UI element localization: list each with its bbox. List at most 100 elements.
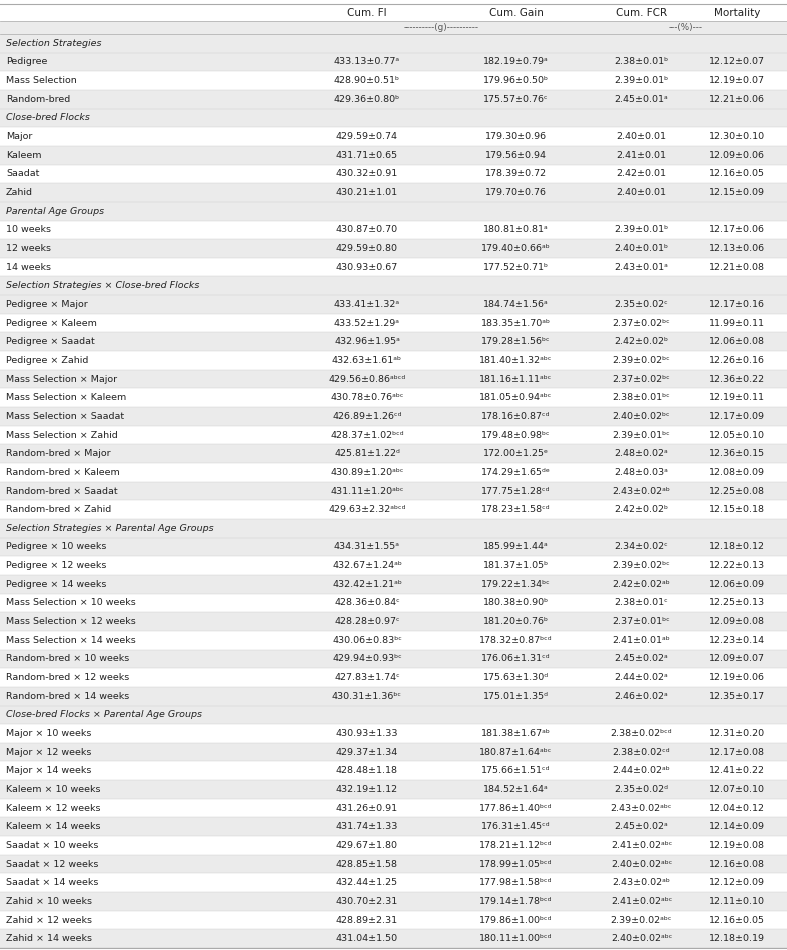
Text: 178.99±1.05ᵇᶜᵈ: 178.99±1.05ᵇᶜᵈ: [479, 860, 552, 868]
Text: 176.06±1.31ᶜᵈ: 176.06±1.31ᶜᵈ: [481, 655, 551, 663]
Text: 2.39±0.02ᵇᶜ: 2.39±0.02ᵇᶜ: [612, 356, 671, 365]
Text: 12.15±0.09: 12.15±0.09: [709, 188, 765, 197]
Bar: [0, 557, 787, 575]
Text: Saadat × 10 weeks: Saadat × 10 weeks: [6, 841, 98, 850]
Text: Cum. FCR: Cum. FCR: [616, 8, 667, 17]
Bar: [0, 929, 787, 948]
Text: 12.23±0.14: 12.23±0.14: [709, 636, 765, 645]
Text: Kaleem × 14 weeks: Kaleem × 14 weeks: [6, 823, 101, 831]
Text: 2.48±0.03ᵃ: 2.48±0.03ᵃ: [615, 467, 668, 477]
Text: Zahid: Zahid: [6, 188, 33, 197]
Text: Random-bred × 10 weeks: Random-bred × 10 weeks: [6, 655, 129, 663]
Text: 2.35±0.02ᵈ: 2.35±0.02ᵈ: [615, 785, 668, 794]
Text: 2.38±0.01ᵇ: 2.38±0.01ᵇ: [615, 58, 669, 66]
Bar: [0, 164, 787, 183]
Text: 175.66±1.51ᶜᵈ: 175.66±1.51ᶜᵈ: [481, 767, 551, 775]
Text: 12.11±0.10: 12.11±0.10: [709, 897, 765, 906]
Text: 428.85±1.58: 428.85±1.58: [336, 860, 398, 868]
Text: 2.45±0.01ᵃ: 2.45±0.01ᵃ: [615, 95, 668, 104]
Text: Kaleem: Kaleem: [6, 151, 42, 160]
Text: 12.16±0.05: 12.16±0.05: [709, 169, 765, 179]
Text: 2.40±0.02ᵃᵇᶜ: 2.40±0.02ᵃᵇᶜ: [611, 860, 672, 868]
Text: 2.39±0.01ᵇᶜ: 2.39±0.01ᵇᶜ: [612, 430, 671, 440]
Text: 432.63±1.61ᵃᵇ: 432.63±1.61ᵃᵇ: [332, 356, 402, 365]
Text: Mass Selection: Mass Selection: [6, 76, 77, 86]
Text: Pedigree × Saadat: Pedigree × Saadat: [6, 337, 94, 347]
Text: 180.81±0.81ᵃ: 180.81±0.81ᵃ: [483, 225, 549, 235]
Bar: [0, 780, 787, 799]
Text: 2.38±0.01ᶜ: 2.38±0.01ᶜ: [615, 598, 668, 607]
Text: 184.52±1.64ᵃ: 184.52±1.64ᵃ: [483, 785, 549, 794]
Text: 182.19±0.79ᵃ: 182.19±0.79ᵃ: [483, 58, 549, 66]
Text: 430.93±0.67: 430.93±0.67: [336, 262, 398, 272]
Text: 179.86±1.00ᵇᶜᵈ: 179.86±1.00ᵇᶜᵈ: [479, 916, 552, 924]
Text: 12.16±0.05: 12.16±0.05: [709, 916, 765, 924]
Bar: [0, 799, 787, 817]
Text: Random-bred × Zahid: Random-bred × Zahid: [6, 505, 111, 514]
Text: 430.32±0.91: 430.32±0.91: [336, 169, 398, 179]
Text: 12.09±0.07: 12.09±0.07: [709, 655, 765, 663]
Bar: [0, 370, 787, 389]
Text: 434.31±1.55ᵃ: 434.31±1.55ᵃ: [334, 542, 400, 551]
Text: 179.30±0.96: 179.30±0.96: [485, 132, 547, 142]
Text: 2.41±0.01: 2.41±0.01: [616, 151, 667, 160]
Text: 12.21±0.06: 12.21±0.06: [709, 95, 765, 104]
Text: 428.48±1.18: 428.48±1.18: [336, 767, 398, 775]
Text: 430.06±0.83ᵇᶜ: 430.06±0.83ᵇᶜ: [332, 636, 402, 645]
Text: 12.16±0.08: 12.16±0.08: [709, 860, 765, 868]
Text: 430.93±1.33: 430.93±1.33: [336, 729, 398, 738]
Bar: [0, 257, 787, 276]
Text: 431.11±1.20ᵃᵇᶜ: 431.11±1.20ᵃᵇᶜ: [331, 486, 404, 496]
Text: 432.19±1.12: 432.19±1.12: [336, 785, 398, 794]
Text: 2.38±0.02ᵇᶜᵈ: 2.38±0.02ᵇᶜᵈ: [611, 729, 672, 738]
Text: Pedigree × 12 weeks: Pedigree × 12 weeks: [6, 561, 106, 570]
Text: Pedigree × 14 weeks: Pedigree × 14 weeks: [6, 580, 106, 589]
Text: 2.34±0.02ᶜ: 2.34±0.02ᶜ: [615, 542, 668, 551]
Text: Mass Selection × 12 weeks: Mass Selection × 12 weeks: [6, 618, 135, 626]
Text: 12.13±0.06: 12.13±0.06: [709, 244, 765, 253]
Text: 12.05±0.10: 12.05±0.10: [709, 430, 765, 440]
Text: Zahid × 10 weeks: Zahid × 10 weeks: [6, 897, 92, 906]
Text: 175.63±1.30ᵈ: 175.63±1.30ᵈ: [483, 673, 549, 682]
Text: 12.06±0.09: 12.06±0.09: [709, 580, 765, 589]
Text: 432.96±1.95ᵃ: 432.96±1.95ᵃ: [334, 337, 400, 347]
Text: 431.71±0.65: 431.71±0.65: [336, 151, 398, 160]
Bar: [0, 668, 787, 687]
Text: 432.42±1.21ᵃᵇ: 432.42±1.21ᵃᵇ: [332, 580, 402, 589]
Text: 12.18±0.12: 12.18±0.12: [709, 542, 765, 551]
Text: 181.40±1.32ᵃᵇᶜ: 181.40±1.32ᵃᵇᶜ: [479, 356, 552, 365]
Bar: [0, 463, 787, 482]
Text: 430.31±1.36ᵇᶜ: 430.31±1.36ᵇᶜ: [332, 692, 402, 701]
Text: 184.74±1.56ᵃ: 184.74±1.56ᵃ: [483, 300, 549, 309]
Bar: [0, 220, 787, 239]
Text: 430.21±1.01: 430.21±1.01: [336, 188, 398, 197]
Bar: [0, 762, 787, 780]
Text: ---(%)---: ---(%)---: [668, 23, 703, 32]
Bar: [0, 352, 787, 370]
Text: 433.13±0.77ᵃ: 433.13±0.77ᵃ: [334, 58, 400, 66]
Text: Pedigree × Kaleem: Pedigree × Kaleem: [6, 318, 97, 328]
Text: 179.56±0.94: 179.56±0.94: [485, 151, 547, 160]
Text: Random-bred × Saadat: Random-bred × Saadat: [6, 486, 117, 496]
Bar: [0, 743, 787, 762]
Text: 12.07±0.10: 12.07±0.10: [709, 785, 765, 794]
Bar: [0, 426, 787, 445]
Text: 429.59±0.80: 429.59±0.80: [336, 244, 398, 253]
Text: Mass Selection × Saadat: Mass Selection × Saadat: [6, 412, 124, 421]
Text: 12.19±0.06: 12.19±0.06: [709, 673, 765, 682]
Text: 2.42±0.02ᵇ: 2.42±0.02ᵇ: [615, 337, 668, 347]
Bar: [0, 202, 787, 220]
Text: 2.40±0.01ᵇ: 2.40±0.01ᵇ: [615, 244, 668, 253]
Text: 12.12±0.07: 12.12±0.07: [709, 58, 765, 66]
Text: 2.39±0.01ᵇ: 2.39±0.01ᵇ: [615, 76, 669, 86]
Text: Cum. FI: Cum. FI: [347, 8, 387, 17]
Text: 2.43±0.02ᵃᵇ: 2.43±0.02ᵃᵇ: [612, 878, 671, 887]
Text: 2.40±0.02ᵃᵇᶜ: 2.40±0.02ᵃᵇᶜ: [611, 934, 672, 943]
Bar: [0, 276, 787, 295]
Text: 430.87±0.70: 430.87±0.70: [336, 225, 398, 235]
Text: 12.17±0.16: 12.17±0.16: [709, 300, 765, 309]
Text: Major × 10 weeks: Major × 10 weeks: [6, 729, 91, 738]
Text: Random-bred × Major: Random-bred × Major: [6, 449, 111, 458]
Text: 2.37±0.01ᵇᶜ: 2.37±0.01ᵇᶜ: [612, 618, 671, 626]
Text: 180.87±1.64ᵃᵇᶜ: 180.87±1.64ᵃᵇᶜ: [479, 748, 552, 756]
